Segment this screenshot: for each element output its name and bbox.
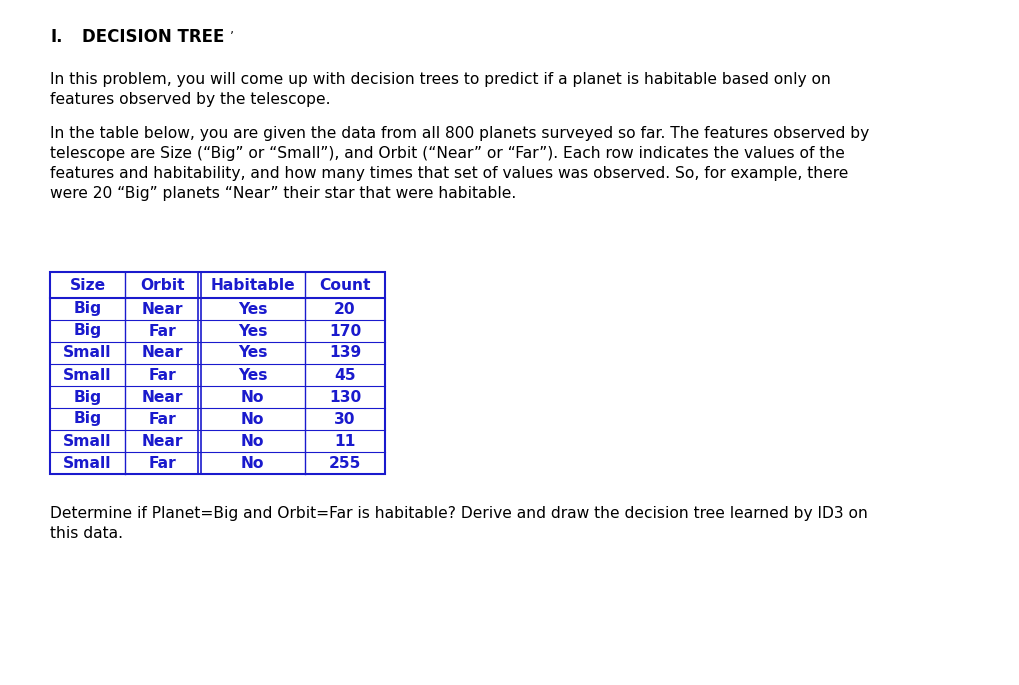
Text: Yes: Yes — [237, 367, 267, 382]
Text: 139: 139 — [329, 345, 361, 360]
Text: features observed by the telescope.: features observed by the telescope. — [50, 92, 330, 107]
Text: features and habitability, and how many times that set of values was observed. S: features and habitability, and how many … — [50, 166, 849, 181]
Text: Near: Near — [142, 390, 183, 405]
Text: 30: 30 — [334, 412, 356, 427]
Text: Near: Near — [142, 434, 183, 449]
Text: Far: Far — [149, 412, 176, 427]
Text: No: No — [240, 390, 264, 405]
Text: Far: Far — [149, 323, 176, 338]
Text: 45: 45 — [334, 367, 356, 382]
Text: 255: 255 — [329, 456, 361, 471]
Text: Determine if Planet=Big and Orbit=Far is habitable? Derive and draw the decision: Determine if Planet=Big and Orbit=Far is… — [50, 506, 868, 521]
Text: Big: Big — [73, 323, 102, 338]
Text: Orbit: Orbit — [141, 277, 184, 292]
Text: this data.: this data. — [50, 526, 123, 541]
Text: 130: 130 — [329, 390, 361, 405]
Text: Far: Far — [149, 456, 176, 471]
Text: ʼ: ʼ — [230, 30, 234, 43]
Text: Small: Small — [63, 456, 112, 471]
Text: Near: Near — [142, 301, 183, 316]
Text: 11: 11 — [334, 434, 356, 449]
Text: I.: I. — [50, 28, 62, 46]
Text: Yes: Yes — [237, 323, 267, 338]
Text: Big: Big — [73, 301, 102, 316]
Text: In the table below, you are given the data from all 800 planets surveyed so far.: In the table below, you are given the da… — [50, 126, 869, 141]
Text: Big: Big — [73, 412, 102, 427]
Text: Size: Size — [69, 277, 106, 292]
Text: DECISION TREE: DECISION TREE — [82, 28, 224, 46]
Text: No: No — [240, 434, 264, 449]
Text: Habitable: Habitable — [210, 277, 294, 292]
Text: Yes: Yes — [237, 301, 267, 316]
Text: Near: Near — [142, 345, 183, 360]
Text: 20: 20 — [334, 301, 356, 316]
Text: No: No — [240, 412, 264, 427]
Text: Yes: Yes — [237, 345, 267, 360]
Text: Count: Count — [319, 277, 371, 292]
Text: Big: Big — [73, 390, 102, 405]
Text: No: No — [240, 456, 264, 471]
Text: Far: Far — [149, 367, 176, 382]
Text: were 20 “Big” planets “Near” their star that were habitable.: were 20 “Big” planets “Near” their star … — [50, 186, 517, 201]
Text: Small: Small — [63, 434, 112, 449]
Text: 170: 170 — [329, 323, 361, 338]
Text: In this problem, you will come up with decision trees to predict if a planet is : In this problem, you will come up with d… — [50, 72, 830, 87]
Text: Small: Small — [63, 345, 112, 360]
Text: telescope are Size (“Big” or “Small”), and Orbit (“Near” or “Far”). Each row ind: telescope are Size (“Big” or “Small”), a… — [50, 146, 845, 161]
Text: Small: Small — [63, 367, 112, 382]
Bar — [50, 272, 385, 474]
